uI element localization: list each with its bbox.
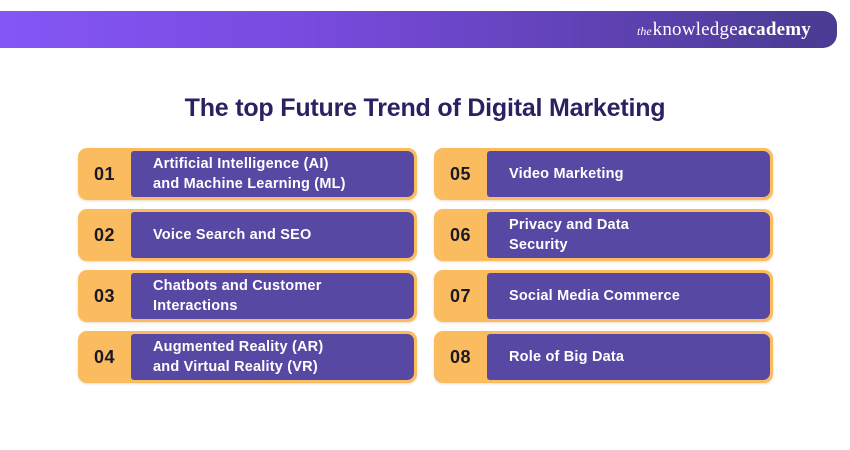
trend-number: 05: [449, 163, 472, 184]
trend-label-box: Artificial Intelligence (AI) and Machine…: [131, 151, 414, 197]
trend-number: 02: [93, 224, 116, 245]
trend-card-08: 08 Role of Big Data: [434, 331, 773, 383]
trend-label-box: Social Media Commerce: [487, 273, 770, 319]
header-bar: the knowledge academy: [0, 11, 837, 48]
trend-label-box: Video Marketing: [487, 151, 770, 197]
trend-label-box: Role of Big Data: [487, 334, 770, 380]
trend-number: 06: [449, 224, 472, 245]
trend-card-04: 04 Augmented Reality (AR) and Virtual Re…: [78, 331, 417, 383]
logo-prefix: the: [636, 24, 652, 38]
trend-number: 03: [93, 285, 116, 306]
trend-label-box: Voice Search and SEO: [131, 212, 414, 258]
logo-word-knowledge: knowledge: [652, 19, 738, 40]
page-title: The top Future Trend of Digital Marketin…: [184, 94, 666, 122]
trend-card-01: 01 Artificial Intelligence (AI) and Mach…: [78, 148, 417, 200]
trend-label-box: Augmented Reality (AR) and Virtual Reali…: [131, 334, 414, 380]
trend-label: Artificial Intelligence (AI) and Machine…: [153, 156, 346, 192]
trend-label: Chatbots and Customer Interactions: [153, 278, 322, 314]
trend-label: Voice Search and SEO: [153, 227, 312, 243]
trend-label: Augmented Reality (AR) and Virtual Reali…: [153, 339, 324, 375]
trend-label: Privacy and Data Security: [509, 217, 630, 253]
trend-number: 04: [93, 346, 116, 367]
trend-card-02: 02 Voice Search and SEO: [78, 209, 417, 261]
knowledge-academy-logo: the knowledge academy: [637, 20, 811, 39]
trend-label-box: Privacy and Data Security: [487, 212, 770, 258]
trend-number: 01: [93, 163, 116, 184]
trend-card-07: 07 Social Media Commerce: [434, 270, 773, 322]
trend-label: Role of Big Data: [509, 349, 625, 365]
trend-card-05: 05 Video Marketing: [434, 148, 773, 200]
trend-number: 07: [449, 285, 472, 306]
trend-card-03: 03 Chatbots and Customer Interactions: [78, 270, 417, 322]
trend-card-06: 06 Privacy and Data Security: [434, 209, 773, 261]
trend-label-box: Chatbots and Customer Interactions: [131, 273, 414, 319]
logo-word-academy: academy: [737, 19, 811, 40]
trend-grid: 01 Artificial Intelligence (AI) and Mach…: [78, 148, 773, 383]
trend-label: Video Marketing: [509, 166, 624, 182]
trend-label: Social Media Commerce: [509, 288, 681, 304]
trend-number: 08: [449, 346, 472, 367]
